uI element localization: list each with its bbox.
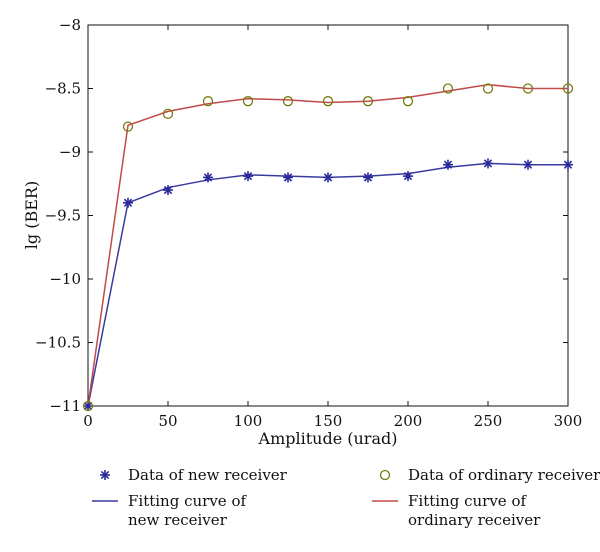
y-tick-label: −8.5: [45, 80, 81, 98]
data-point-asterisk: [123, 197, 133, 208]
data-point-circle: [162, 108, 174, 120]
legend: Data of new receiver Data of ordinary rec…: [92, 466, 600, 529]
legend-label: ordinary receiver: [408, 511, 541, 529]
axis-ticks: 0 50 100 150 200 250 300 −11 −10.5 −10 −9.5 −9 −8.5 −…: [35, 16, 582, 430]
y-tick-label: −8: [59, 16, 81, 34]
x-tick-label: 300: [554, 412, 583, 430]
data-point-asterisk: [563, 159, 573, 170]
data-point-asterisk: [323, 172, 333, 183]
series-markers: [82, 83, 574, 412]
data-point-circle: [202, 96, 214, 107]
x-tick-label: 50: [158, 412, 177, 430]
legend-swatch-asterisk: [100, 470, 110, 480]
data-point-asterisk: [203, 172, 213, 183]
x-tick-label: 250: [474, 412, 503, 430]
data-point-asterisk: [83, 401, 93, 411]
series-line: [87, 83, 568, 407]
data-point-circle: [362, 96, 374, 107]
y-tick-label: −10.5: [35, 334, 81, 352]
y-tick-label: −11: [49, 397, 81, 415]
legend-item: Data of new receiver: [100, 466, 288, 484]
data-point-circle: [82, 400, 94, 412]
y-tick-label: −9: [59, 143, 81, 161]
data-point-circle: [322, 96, 334, 107]
data-point-asterisk: [483, 158, 493, 169]
data-point-asterisk: [523, 159, 533, 170]
legend-label: new receiver: [128, 511, 228, 529]
data-point-circle: [442, 83, 454, 94]
legend-label: Data of new receiver: [128, 466, 288, 484]
data-point-asterisk: [363, 172, 373, 183]
legend-label: Fitting curve of: [128, 492, 247, 510]
x-tick-label: 150: [314, 412, 343, 430]
x-tick-label: 0: [83, 412, 93, 430]
data-point-circle: [522, 83, 534, 94]
y-axis-label: lg (BER): [22, 181, 41, 249]
legend-swatch-circle: [379, 469, 391, 481]
legend-item: Data of ordinary receiver: [379, 466, 600, 484]
x-tick-label: 200: [394, 412, 423, 430]
plot-area: [87, 24, 569, 407]
legend-label: Data of ordinary receiver: [408, 466, 600, 484]
y-tick-label: −10: [49, 270, 81, 288]
data-point-asterisk: [163, 185, 173, 196]
data-point-circle: [242, 96, 254, 107]
x-axis-label: Amplitude (urad): [258, 429, 398, 448]
data-point-asterisk: [403, 171, 413, 182]
data-point-asterisk: [443, 159, 453, 170]
legend-label: Fitting curve of: [408, 492, 527, 510]
data-point-circle: [482, 83, 494, 94]
data-point-asterisk: [243, 171, 253, 182]
y-tick-label: −9.5: [45, 207, 81, 225]
data-point-circle: [282, 96, 294, 107]
data-point-circle: [122, 121, 134, 132]
data-point-asterisk: [283, 172, 293, 183]
data-point-circle: [562, 83, 574, 94]
x-tick-label: 100: [234, 412, 263, 430]
data-point-circle: [402, 96, 414, 107]
